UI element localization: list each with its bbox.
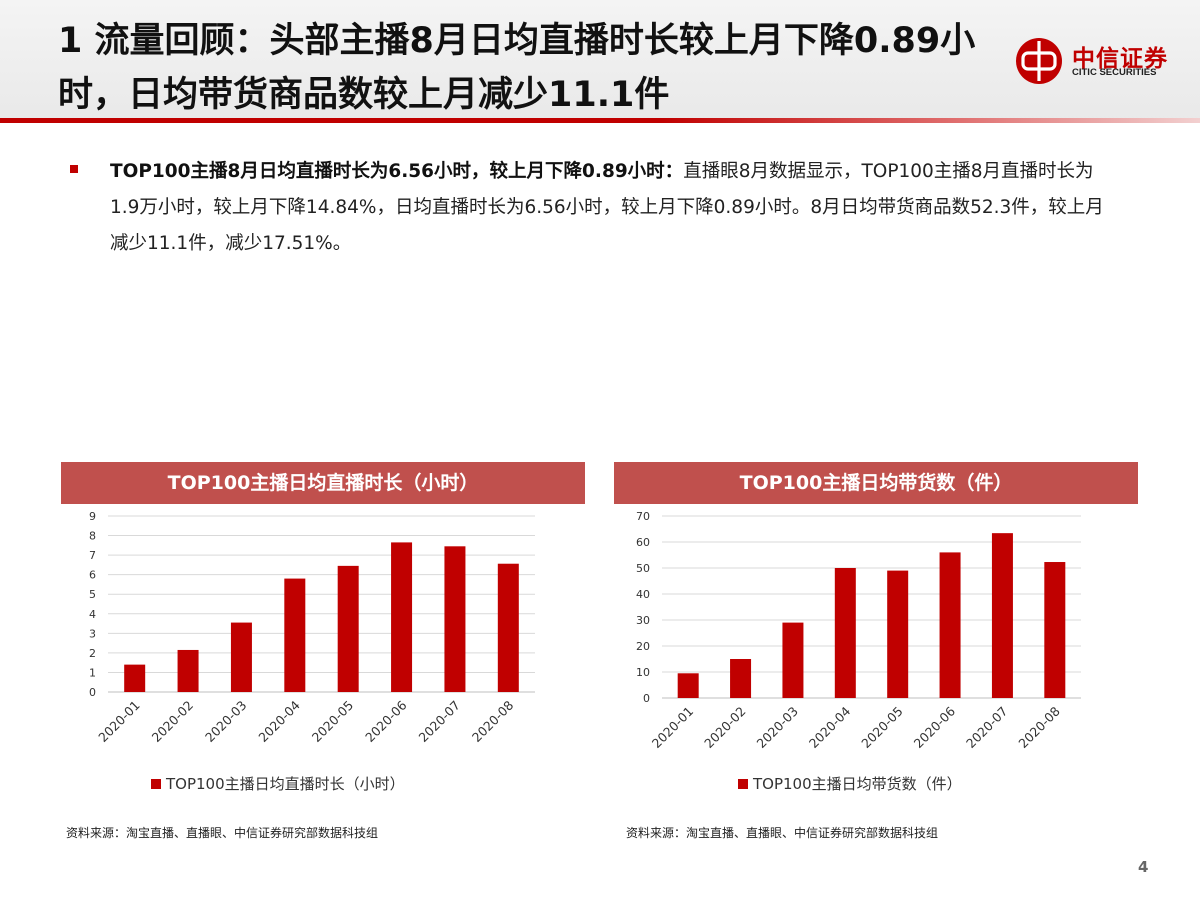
legend-label: TOP100主播日均带货数（件） bbox=[752, 775, 962, 793]
x-tick-label: 2020-03 bbox=[202, 698, 250, 746]
logo-text-en: CITIC SECURITIES bbox=[1072, 67, 1157, 78]
x-tick-label: 2020-07 bbox=[416, 698, 464, 746]
y-tick-label: 10 bbox=[636, 666, 650, 679]
y-tick-label: 6 bbox=[89, 569, 96, 582]
x-tick-label: 2020-05 bbox=[309, 698, 357, 746]
bar bbox=[991, 533, 1013, 698]
legend-swatch bbox=[738, 779, 748, 789]
x-tick-label: 2020-02 bbox=[149, 698, 197, 746]
bar bbox=[337, 565, 359, 692]
bar bbox=[177, 649, 199, 692]
page-number: 4 bbox=[1138, 858, 1149, 876]
x-tick-label: 2020-01 bbox=[649, 704, 697, 752]
summary-body: 直播眼8月数据显示，TOP100主播8月直播时长为1.9万小时，较上月下降14.… bbox=[110, 161, 1104, 254]
x-tick-label: 2020-04 bbox=[806, 703, 854, 751]
citic-logo-icon bbox=[1016, 38, 1062, 84]
x-tick-label: 2020-04 bbox=[255, 697, 303, 745]
bar bbox=[497, 563, 519, 692]
bar bbox=[444, 546, 466, 692]
bar bbox=[730, 659, 752, 698]
y-tick-label: 50 bbox=[636, 562, 650, 575]
logo-text-cn: 中信证券 bbox=[1072, 46, 1168, 72]
header-band bbox=[0, 0, 1200, 122]
y-tick-label: 9 bbox=[89, 510, 96, 523]
x-tick-label: 2020-08 bbox=[469, 697, 517, 745]
y-tick-label: 8 bbox=[89, 530, 96, 543]
chart-live-duration: TOP100主播日均直播时长（小时） 0 1 2 3 4 5 6 7 8 9 2020-01 2020… bbox=[61, 462, 585, 802]
x-tick-label: 2020-06 bbox=[362, 697, 410, 745]
bar bbox=[284, 578, 306, 692]
y-tick-label: 0 bbox=[643, 692, 650, 705]
bar bbox=[887, 570, 909, 698]
y-tick-label: 3 bbox=[89, 627, 96, 640]
chart-title: TOP100主播日均直播时长（小时） bbox=[61, 462, 585, 504]
y-tick-label: 1 bbox=[89, 666, 96, 679]
bar bbox=[834, 568, 856, 698]
bar bbox=[230, 622, 252, 692]
x-tick-label: 2020-03 bbox=[754, 704, 802, 752]
page-title: 1 流量回顾：头部主播8月日均直播时长较上月下降0.89小时，日均带货商品数较上… bbox=[58, 21, 976, 115]
chart-title: TOP100主播日均带货数（件） bbox=[614, 462, 1138, 504]
x-tick-label: 2020-06 bbox=[911, 703, 959, 751]
y-tick-label: 5 bbox=[89, 588, 96, 601]
x-tick-label: 2020-05 bbox=[858, 704, 906, 752]
chart-goods-count: TOP100主播日均带货数（件） 0 10 20 30 40 50 60 70 2020-01 2… bbox=[614, 462, 1138, 802]
y-tick-label: 20 bbox=[636, 640, 650, 653]
x-tick-label: 2020-08 bbox=[1015, 703, 1063, 751]
legend-label: TOP100主播日均直播时长（小时） bbox=[165, 775, 405, 793]
y-tick-label: 60 bbox=[636, 536, 650, 549]
source-note: 资料来源：淘宝直播、直播眼、中信证券研究部数据科技组 bbox=[626, 826, 939, 840]
y-tick-label: 2 bbox=[89, 647, 96, 660]
bar bbox=[677, 673, 699, 698]
bar bbox=[782, 622, 804, 698]
bar bbox=[124, 664, 146, 692]
bullet-square-icon bbox=[70, 165, 78, 173]
y-tick-label: 70 bbox=[636, 510, 650, 523]
citic-logo: 中信证券 CITIC SECURITIES bbox=[1014, 36, 1184, 86]
bar bbox=[391, 542, 413, 692]
legend-swatch bbox=[151, 779, 161, 789]
bar bbox=[939, 552, 961, 698]
y-tick-label: 4 bbox=[89, 608, 96, 621]
x-tick-label: 2020-07 bbox=[963, 704, 1011, 752]
y-tick-label: 30 bbox=[636, 614, 650, 627]
x-tick-label: 2020-02 bbox=[701, 704, 749, 752]
summary-lead: TOP100主播8月日均直播时长为6.56小时，较上月下降0.89小时： bbox=[110, 161, 684, 182]
summary-text: TOP100主播8月日均直播时长为6.56小时，较上月下降0.89小时：直播眼8… bbox=[110, 154, 1110, 262]
header-divider bbox=[0, 118, 1200, 123]
bar bbox=[1044, 562, 1066, 698]
y-tick-label: 7 bbox=[89, 549, 96, 562]
summary-bullet: TOP100主播8月日均直播时长为6.56小时，较上月下降0.89小时：直播眼8… bbox=[70, 154, 1130, 262]
source-note: 资料来源：淘宝直播、直播眼、中信证券研究部数据科技组 bbox=[66, 826, 379, 840]
y-tick-label: 0 bbox=[89, 686, 96, 699]
y-tick-label: 40 bbox=[636, 588, 650, 601]
x-tick-label: 2020-01 bbox=[95, 698, 143, 746]
